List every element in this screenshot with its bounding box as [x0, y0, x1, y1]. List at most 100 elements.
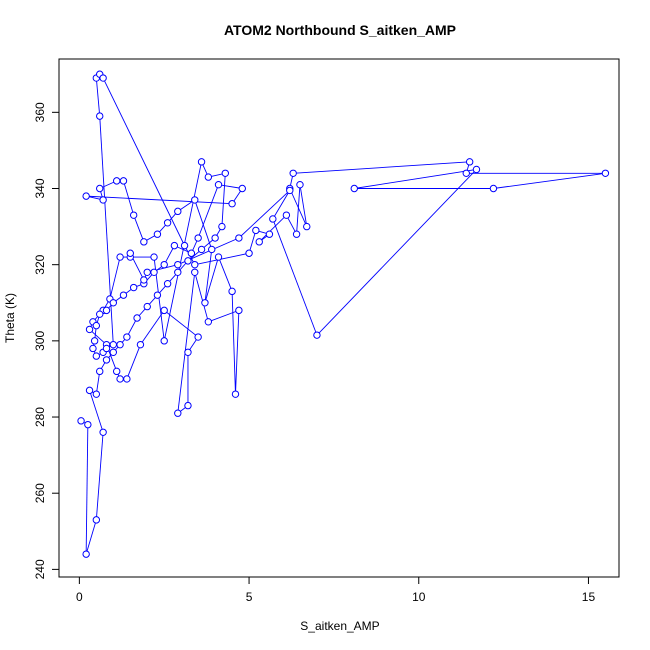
data-point — [112, 177, 121, 185]
data-point — [303, 222, 311, 231]
series-points — [77, 70, 610, 558]
data-point — [231, 390, 240, 398]
chart-title: ATOM2 Northbound S_aitken_AMP — [224, 22, 456, 38]
data-point — [214, 253, 223, 261]
series-segment — [163, 161, 202, 341]
data-point — [96, 367, 104, 376]
data-point — [197, 245, 206, 254]
data-point — [289, 169, 297, 177]
data-point — [184, 401, 192, 410]
series-segment — [299, 184, 308, 227]
data-point — [102, 344, 111, 353]
series-segment — [89, 390, 104, 433]
series-segment — [86, 195, 233, 205]
data-point — [96, 184, 104, 193]
data-point — [99, 428, 107, 436]
y-tick-label: 340 — [33, 178, 47, 198]
series-segment — [177, 272, 196, 414]
data-point — [187, 249, 196, 257]
plot-frame — [58, 58, 620, 578]
data-point — [99, 196, 107, 204]
data-point — [140, 238, 148, 246]
y-axis-label: Theta (K) — [3, 293, 17, 343]
data-point — [119, 291, 128, 299]
data-point — [92, 321, 101, 330]
data-point — [143, 302, 151, 311]
data-point — [174, 409, 182, 417]
series-segment — [126, 344, 141, 380]
data-point — [150, 253, 158, 261]
data-point — [170, 241, 179, 250]
data-point — [191, 196, 199, 204]
data-point — [82, 550, 90, 558]
series-segment — [218, 184, 243, 189]
series-segment — [140, 310, 165, 345]
series-segment — [102, 77, 185, 246]
data-point — [99, 74, 107, 82]
data-point — [197, 158, 206, 166]
series-segment — [109, 256, 121, 300]
y-axis: 240 260 280 300 320 340 360 — [33, 102, 60, 579]
x-tick-label: 10 — [412, 590, 426, 604]
series-segment — [235, 310, 240, 395]
data-point — [160, 337, 168, 345]
series-segment — [133, 215, 145, 242]
data-point — [208, 245, 216, 254]
data-point — [313, 331, 321, 339]
x-axis-label: S_aitken_AMP — [300, 619, 379, 633]
data-point — [601, 169, 610, 177]
series-segment — [354, 169, 477, 189]
data-point — [123, 333, 131, 341]
data-point — [92, 390, 101, 398]
data-point — [184, 348, 192, 356]
data-point — [116, 375, 124, 383]
y-tick-label: 260 — [33, 483, 47, 503]
data-point — [228, 200, 236, 208]
data-point — [133, 314, 141, 322]
data-point — [85, 325, 94, 334]
y-tick-label: 320 — [33, 254, 47, 274]
data-point — [462, 169, 470, 177]
series-segment — [231, 291, 236, 395]
data-point — [102, 306, 111, 315]
x-axis: 0 5 10 15 — [76, 576, 595, 604]
data-point — [96, 310, 104, 318]
data-point — [129, 283, 138, 292]
series-segment — [208, 309, 240, 323]
data-point — [214, 180, 223, 189]
data-point — [204, 318, 213, 326]
data-point — [129, 211, 138, 219]
data-point — [153, 230, 162, 238]
series-segment — [194, 252, 250, 266]
data-point — [194, 333, 202, 341]
data-point — [92, 516, 101, 524]
data-point — [109, 348, 118, 356]
data-point — [160, 260, 168, 269]
data-point — [228, 287, 236, 296]
data-point — [163, 280, 172, 288]
series-segment — [493, 172, 606, 189]
data-point — [90, 337, 99, 345]
data-point — [112, 367, 121, 376]
data-point — [235, 234, 243, 242]
series-segment — [218, 256, 233, 292]
series-segment — [95, 78, 101, 117]
data-point — [85, 386, 94, 395]
data-point — [96, 112, 104, 120]
data-point — [119, 177, 128, 185]
series-segment — [258, 214, 287, 243]
series-segment — [289, 188, 308, 227]
data-point — [218, 222, 226, 231]
series-segment — [95, 371, 101, 395]
data-point — [174, 268, 182, 276]
data-point — [472, 165, 481, 174]
data-point — [163, 219, 172, 227]
series-segment — [85, 519, 97, 555]
series-segment — [272, 190, 291, 220]
data-point — [201, 299, 209, 307]
data-point — [174, 260, 182, 269]
data-point — [109, 299, 118, 307]
series-segment — [293, 161, 470, 174]
data-point — [269, 215, 277, 223]
